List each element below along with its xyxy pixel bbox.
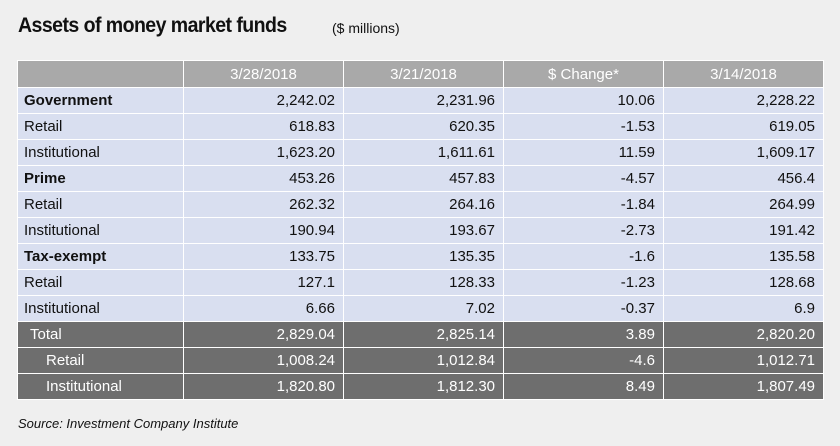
row-label: Institutional — [17, 295, 184, 322]
table-cell: 457.83 — [343, 165, 504, 192]
table-cell: -1.23 — [503, 269, 664, 296]
title-row: Assets of money market funds ($ millions… — [18, 14, 400, 44]
table-row: Retail 1,008.24 1,012.84 -4.6 1,012.71 — [17, 347, 824, 374]
table-cell: 456.4 — [663, 165, 824, 192]
table-cell: 1,008.24 — [183, 347, 344, 374]
table-cell: 135.58 — [663, 243, 824, 270]
table-cell: 620.35 — [343, 113, 504, 140]
table-cell: 133.75 — [183, 243, 344, 270]
table-cell: 6.66 — [183, 295, 344, 322]
table-cell: -1.84 — [503, 191, 664, 218]
table-row: Institutional 1,623.20 1,611.61 11.59 1,609.… — [17, 139, 824, 166]
assets-table: 3/28/2018 3/21/2018 $ Change* 3/14/2018 Gov… — [17, 60, 824, 400]
table-cell: 7.02 — [343, 295, 504, 322]
table-body: Government 2,242.02 2,231.96 10.06 2,228.22 R… — [17, 87, 824, 400]
table-cell: 262.32 — [183, 191, 344, 218]
table-cell: 264.16 — [343, 191, 504, 218]
table-cell: 618.83 — [183, 113, 344, 140]
table-row: Tax-exempt 133.75 135.35 -1.6 135.58 — [17, 243, 824, 270]
table-cell: 8.49 — [503, 373, 664, 400]
table-cell: 453.26 — [183, 165, 344, 192]
table-cell: 3.89 — [503, 321, 664, 348]
table-cell: 2,231.96 — [343, 87, 504, 114]
row-label: Total — [17, 321, 184, 348]
table-row: Retail 127.1 128.33 -1.23 128.68 — [17, 269, 824, 296]
table-row: Prime 453.26 457.83 -4.57 456.4 — [17, 165, 824, 192]
table-cell: -4.57 — [503, 165, 664, 192]
table-header: 3/28/2018 3/21/2018 $ Change* 3/14/2018 — [17, 60, 824, 88]
table-cell: -4.6 — [503, 347, 664, 374]
row-label: Retail — [17, 113, 184, 140]
row-label: Retail — [17, 347, 184, 374]
table-cell: 190.94 — [183, 217, 344, 244]
table-cell: 619.05 — [663, 113, 824, 140]
row-label: Prime — [17, 165, 184, 192]
table-cell: 128.68 — [663, 269, 824, 296]
table-cell: 193.67 — [343, 217, 504, 244]
table-row: Institutional 1,820.80 1,812.30 8.49 1,807.4… — [17, 373, 824, 400]
row-label: Tax-exempt — [17, 243, 184, 270]
table-cell: 2,820.20 — [663, 321, 824, 348]
table-cell: 1,012.71 — [663, 347, 824, 374]
table-cell: -1.53 — [503, 113, 664, 140]
table-cell: 6.9 — [663, 295, 824, 322]
table-cell: -2.73 — [503, 217, 664, 244]
table-cell: 1,012.84 — [343, 347, 504, 374]
table-cell: 135.35 — [343, 243, 504, 270]
table-cell: 11.59 — [503, 139, 664, 166]
table-cell: 1,820.80 — [183, 373, 344, 400]
table-cell: 1,807.49 — [663, 373, 824, 400]
header-row: 3/28/2018 3/21/2018 $ Change* 3/14/2018 — [17, 60, 824, 88]
table-cell: 1,812.30 — [343, 373, 504, 400]
source-note: Source: Investment Company Institute — [18, 416, 239, 431]
units-subtitle: ($ millions) — [332, 20, 400, 36]
column-header — [17, 60, 184, 88]
row-label: Institutional — [17, 217, 184, 244]
row-label: Institutional — [17, 139, 184, 166]
table-cell: -1.6 — [503, 243, 664, 270]
table-cell: 2,242.02 — [183, 87, 344, 114]
table-row: Retail 262.32 264.16 -1.84 264.99 — [17, 191, 824, 218]
table-cell: 2,829.04 — [183, 321, 344, 348]
table-cell: -0.37 — [503, 295, 664, 322]
table-cell: 2,228.22 — [663, 87, 824, 114]
table-cell: 191.42 — [663, 217, 824, 244]
table-row: Government 2,242.02 2,231.96 10.06 2,228.22 — [17, 87, 824, 114]
table-row: Total 2,829.04 2,825.14 3.89 2,820.20 — [17, 321, 824, 348]
row-label: Institutional — [17, 373, 184, 400]
table-cell: 127.1 — [183, 269, 344, 296]
table-row: Retail 618.83 620.35 -1.53 619.05 — [17, 113, 824, 140]
row-label: Government — [17, 87, 184, 114]
table-cell: 2,825.14 — [343, 321, 504, 348]
table-cell: 264.99 — [663, 191, 824, 218]
column-header: $ Change* — [503, 60, 664, 88]
row-label: Retail — [17, 191, 184, 218]
table-cell: 128.33 — [343, 269, 504, 296]
column-header: 3/28/2018 — [183, 60, 344, 88]
table-cell: 10.06 — [503, 87, 664, 114]
table-cell: 1,609.17 — [663, 139, 824, 166]
table-row: Institutional 6.66 7.02 -0.37 6.9 — [17, 295, 824, 322]
page-title: Assets of money market funds — [18, 14, 287, 37]
table-cell: 1,623.20 — [183, 139, 344, 166]
table-cell: 1,611.61 — [343, 139, 504, 166]
column-header: 3/21/2018 — [343, 60, 504, 88]
column-header: 3/14/2018 — [663, 60, 824, 88]
row-label: Retail — [17, 269, 184, 296]
table-row: Institutional 190.94 193.67 -2.73 191.42 — [17, 217, 824, 244]
